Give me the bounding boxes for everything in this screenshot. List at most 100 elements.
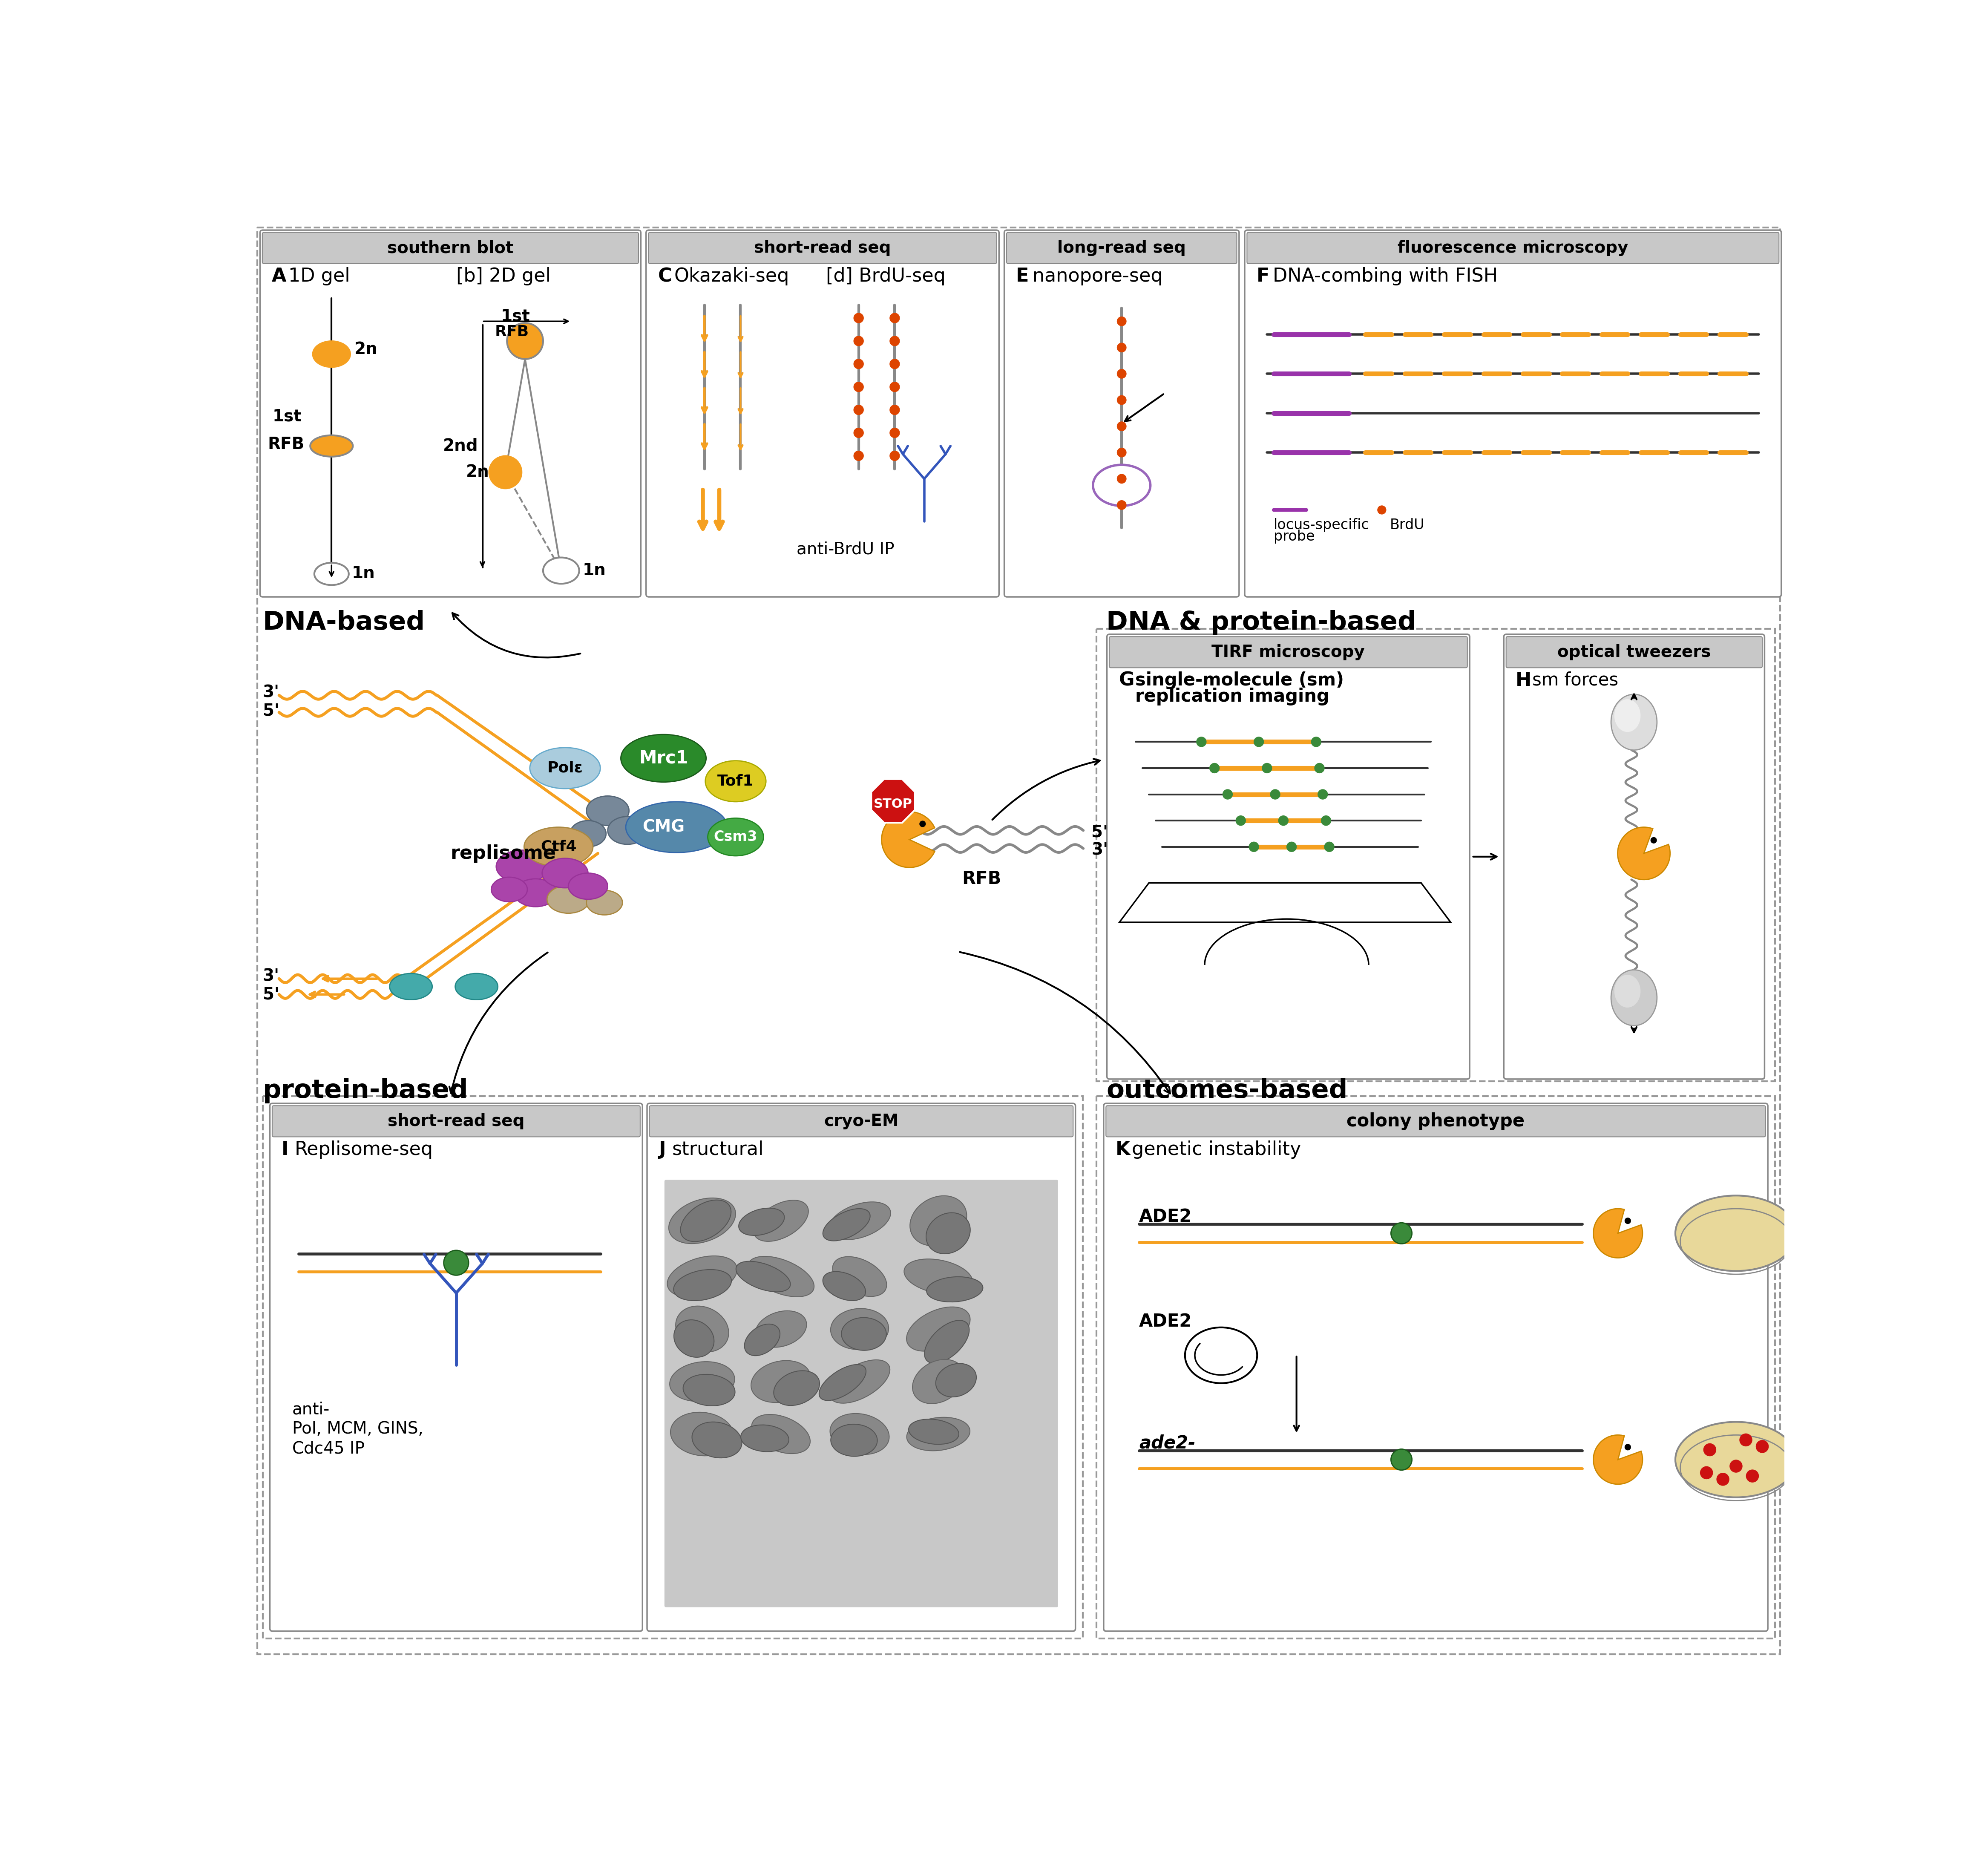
FancyBboxPatch shape — [648, 233, 996, 263]
FancyBboxPatch shape — [1109, 637, 1467, 667]
Text: Ctf4: Ctf4 — [541, 840, 577, 853]
Circle shape — [1211, 764, 1219, 773]
Ellipse shape — [736, 1261, 791, 1291]
Circle shape — [1270, 790, 1280, 799]
Text: 2nd: 2nd — [443, 438, 479, 455]
Circle shape — [891, 360, 899, 369]
Circle shape — [855, 337, 863, 347]
Circle shape — [855, 428, 863, 438]
Ellipse shape — [586, 891, 622, 915]
Text: 1st: 1st — [501, 307, 531, 324]
Ellipse shape — [819, 1364, 867, 1401]
Text: 5': 5' — [1091, 823, 1107, 840]
Text: DNA & protein-based: DNA & protein-based — [1105, 609, 1415, 635]
Text: 3': 3' — [1091, 842, 1107, 859]
Ellipse shape — [626, 801, 728, 853]
Ellipse shape — [1614, 974, 1640, 1008]
Bar — [1097, 1095, 1775, 1638]
Text: [d] BrdU-seq: [d] BrdU-seq — [825, 266, 946, 285]
Text: 2n: 2n — [465, 464, 489, 481]
Text: anti-BrdU IP: anti-BrdU IP — [797, 540, 895, 557]
Circle shape — [1747, 1470, 1757, 1481]
Ellipse shape — [684, 1375, 736, 1407]
FancyBboxPatch shape — [260, 231, 640, 596]
Text: fluorescence microscopy: fluorescence microscopy — [1398, 240, 1628, 255]
Ellipse shape — [912, 1360, 964, 1403]
Ellipse shape — [543, 859, 588, 889]
Text: Pol, MCM, GINS,: Pol, MCM, GINS, — [292, 1421, 423, 1436]
Ellipse shape — [823, 1209, 871, 1241]
Text: 1st: 1st — [272, 408, 302, 425]
Text: Csm3: Csm3 — [714, 829, 757, 844]
Circle shape — [891, 428, 899, 438]
Ellipse shape — [314, 563, 348, 585]
Text: replication imaging: replication imaging — [1135, 687, 1330, 706]
FancyBboxPatch shape — [1246, 233, 1779, 263]
Ellipse shape — [831, 1423, 877, 1457]
FancyBboxPatch shape — [1004, 231, 1239, 596]
Ellipse shape — [907, 1308, 970, 1351]
Text: 2n: 2n — [354, 341, 378, 358]
Circle shape — [1314, 764, 1324, 773]
Circle shape — [1704, 1444, 1716, 1455]
Wedge shape — [1618, 827, 1670, 879]
Polygon shape — [871, 779, 914, 823]
Circle shape — [1278, 816, 1288, 825]
Text: Okazaki-seq: Okazaki-seq — [674, 266, 789, 285]
Text: colony phenotype: colony phenotype — [1346, 1112, 1525, 1131]
Circle shape — [1324, 842, 1334, 851]
Ellipse shape — [744, 1325, 779, 1356]
Text: ADE2: ADE2 — [1139, 1313, 1193, 1330]
Circle shape — [891, 451, 899, 460]
Text: locus-specific: locus-specific — [1274, 518, 1370, 533]
Text: long-read seq: long-read seq — [1058, 240, 1187, 255]
Ellipse shape — [831, 1414, 889, 1455]
Ellipse shape — [740, 1207, 785, 1235]
Ellipse shape — [751, 1360, 811, 1403]
Circle shape — [1117, 343, 1125, 352]
Ellipse shape — [525, 827, 592, 866]
Ellipse shape — [751, 1414, 811, 1453]
Ellipse shape — [531, 747, 600, 788]
Ellipse shape — [708, 818, 763, 855]
Ellipse shape — [909, 1420, 958, 1444]
Ellipse shape — [515, 879, 557, 907]
Ellipse shape — [829, 1202, 891, 1239]
Text: genetic instability: genetic instability — [1131, 1140, 1302, 1159]
Text: I: I — [282, 1140, 288, 1159]
Ellipse shape — [668, 1198, 736, 1244]
Ellipse shape — [620, 734, 706, 782]
Ellipse shape — [841, 1317, 887, 1351]
Text: C: C — [658, 266, 672, 285]
Circle shape — [1700, 1466, 1712, 1479]
Ellipse shape — [680, 1200, 732, 1241]
Circle shape — [891, 382, 899, 391]
Ellipse shape — [676, 1306, 730, 1353]
Circle shape — [443, 1250, 469, 1276]
Circle shape — [855, 382, 863, 391]
Text: cryo-EM: cryo-EM — [823, 1112, 899, 1129]
Circle shape — [489, 456, 521, 488]
Ellipse shape — [753, 1200, 809, 1241]
Text: G: G — [1119, 671, 1135, 689]
Circle shape — [1286, 842, 1296, 851]
FancyBboxPatch shape — [272, 1105, 640, 1136]
Circle shape — [1117, 317, 1125, 326]
Circle shape — [920, 822, 924, 827]
Text: 5': 5' — [262, 986, 278, 1002]
Ellipse shape — [755, 1312, 807, 1347]
FancyArrowPatch shape — [992, 758, 1099, 820]
Circle shape — [1262, 764, 1272, 773]
Circle shape — [1117, 475, 1125, 483]
Circle shape — [1117, 369, 1125, 378]
Ellipse shape — [543, 557, 579, 583]
Wedge shape — [881, 812, 934, 868]
Text: Polε: Polε — [547, 760, 582, 775]
Text: STOP: STOP — [873, 797, 912, 810]
Text: CMG: CMG — [642, 820, 684, 835]
Text: DNA-based: DNA-based — [262, 609, 425, 635]
Ellipse shape — [455, 974, 497, 1000]
Circle shape — [1117, 449, 1125, 456]
Circle shape — [1117, 501, 1125, 509]
Text: single-molecule (sm): single-molecule (sm) — [1135, 671, 1344, 689]
